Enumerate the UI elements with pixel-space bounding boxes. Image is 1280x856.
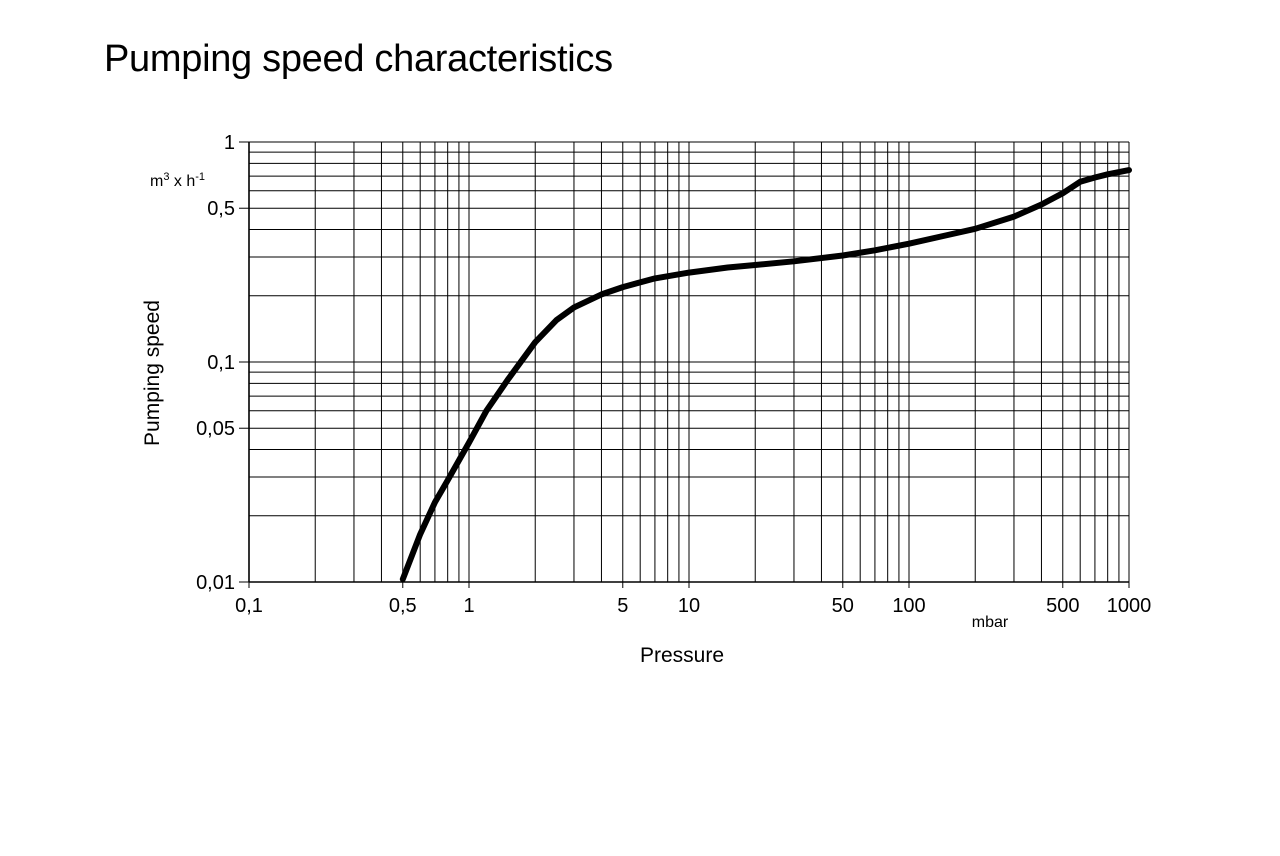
y-unit-part: m	[150, 173, 163, 190]
y-unit-superscript: -1	[195, 171, 205, 183]
x-tick-label: 5	[617, 595, 628, 617]
grid-lines	[248, 141, 1130, 583]
y-axis-unit: m3 x h-1	[150, 171, 205, 190]
x-tick-label: 100	[892, 595, 925, 617]
x-tick-label: 0,1	[235, 595, 263, 617]
x-axis-unit: mbar	[972, 614, 1009, 631]
y-tick-label: 1	[224, 132, 235, 154]
x-tick-label: 1000	[1107, 595, 1152, 617]
x-tick-label: 10	[678, 595, 700, 617]
chart-title: Pumping speed characteristics	[104, 38, 613, 80]
y-tick-label: 0,5	[207, 198, 235, 220]
x-tick-label: 50	[832, 595, 854, 617]
series-line	[399, 167, 1132, 583]
x-tick-label: 0,5	[389, 595, 417, 617]
tick-labels: 0,1 0,5 1 5 10 50 100 500 1000 0,01 0,05 0,1 0,5 1	[196, 132, 1151, 617]
y-unit-part: x h	[169, 173, 195, 190]
y-tick-label: 0,01	[196, 572, 235, 594]
x-tick-label: 1	[463, 595, 474, 617]
y-axis-label: Pumping speed	[141, 300, 164, 446]
y-unit-superscript: 3	[163, 171, 169, 183]
x-axis-label: Pressure	[640, 644, 724, 667]
x-tick-label: 500	[1046, 595, 1079, 617]
y-tick-label: 0,05	[196, 418, 235, 440]
y-tick-label: 0,1	[207, 352, 235, 374]
